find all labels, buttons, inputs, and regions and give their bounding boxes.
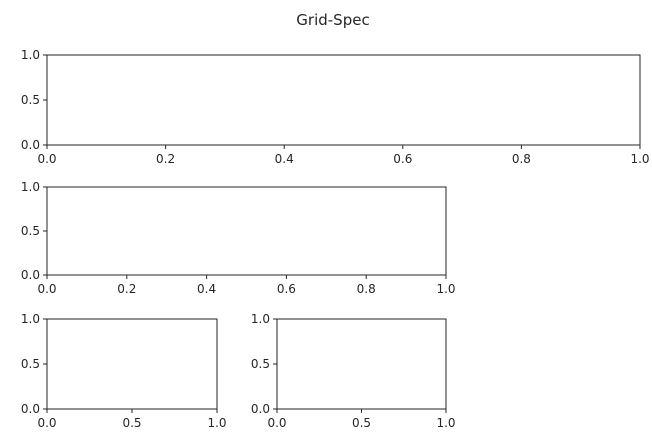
y-tick-label: 1.0 (21, 312, 40, 326)
x-tick-label: 0.6 (277, 282, 296, 296)
y-tick-label: 1.0 (251, 312, 270, 326)
x-tick-label: 1.0 (436, 416, 455, 430)
subplot-3: 0.0 0.5 1.0 0.0 0.5 1.0 (21, 312, 227, 430)
subplot-1: 0.0 0.2 0.4 0.6 0.8 1.0 0.0 0.5 1.0 (21, 48, 650, 166)
y-tick-label: 0.5 (21, 357, 40, 371)
x-tick-label: 0.2 (117, 282, 136, 296)
x-tick-label: 0.2 (156, 152, 175, 166)
x-tick-label: 0.4 (197, 282, 216, 296)
axes-layer: 0.0 0.2 0.4 0.6 0.8 1.00.00.51.00.0 0.2 0.4 0.6 0… (21, 48, 650, 430)
subplot-1-frame (46, 54, 641, 146)
y-tick-label: 0.0 (21, 402, 40, 416)
y-tick-label: 0.5 (21, 224, 40, 238)
y-tick-label: 0.0 (21, 268, 40, 282)
x-tick-label: 0.0 (37, 416, 56, 430)
subplot-2: 0.0 0.2 0.4 0.6 0.8 1.0 0.0 0.5 1.0 (21, 180, 456, 296)
x-tick-label: 1.0 (630, 152, 649, 166)
x-tick-label: 1.0 (436, 282, 455, 296)
y-tick-label: 0.5 (251, 357, 270, 371)
x-tick-label: 0.5 (122, 416, 141, 430)
x-tick-label: 0.0 (267, 416, 286, 430)
x-tick-label: 0.0 (37, 152, 56, 166)
y-tick-label: 0.0 (251, 402, 270, 416)
y-tick-label: 1.0 (21, 180, 40, 194)
x-tick-label: 0.8 (357, 282, 376, 296)
x-tick-label: 0.5 (352, 416, 371, 430)
subplot-3-frame (46, 318, 218, 410)
x-tick-label: 0.6 (393, 152, 412, 166)
x-tick-label: 0.0 (37, 282, 56, 296)
x-tick-label: 1.0 (207, 416, 226, 430)
subplot-4-frame (276, 318, 447, 410)
x-tick-label: 0.4 (275, 152, 294, 166)
subplot-4: 0.0 0.5 1.0 0.0 0.5 1.0 (251, 312, 456, 430)
y-tick-label: 0.5 (21, 93, 40, 107)
y-tick-label: 0.0 (21, 138, 40, 152)
x-tick-label: 0.8 (512, 152, 531, 166)
y-tick-label: 1.0 (21, 48, 40, 62)
subplot-2-frame (46, 186, 447, 276)
figure-title: Grid-Spec (296, 11, 369, 29)
